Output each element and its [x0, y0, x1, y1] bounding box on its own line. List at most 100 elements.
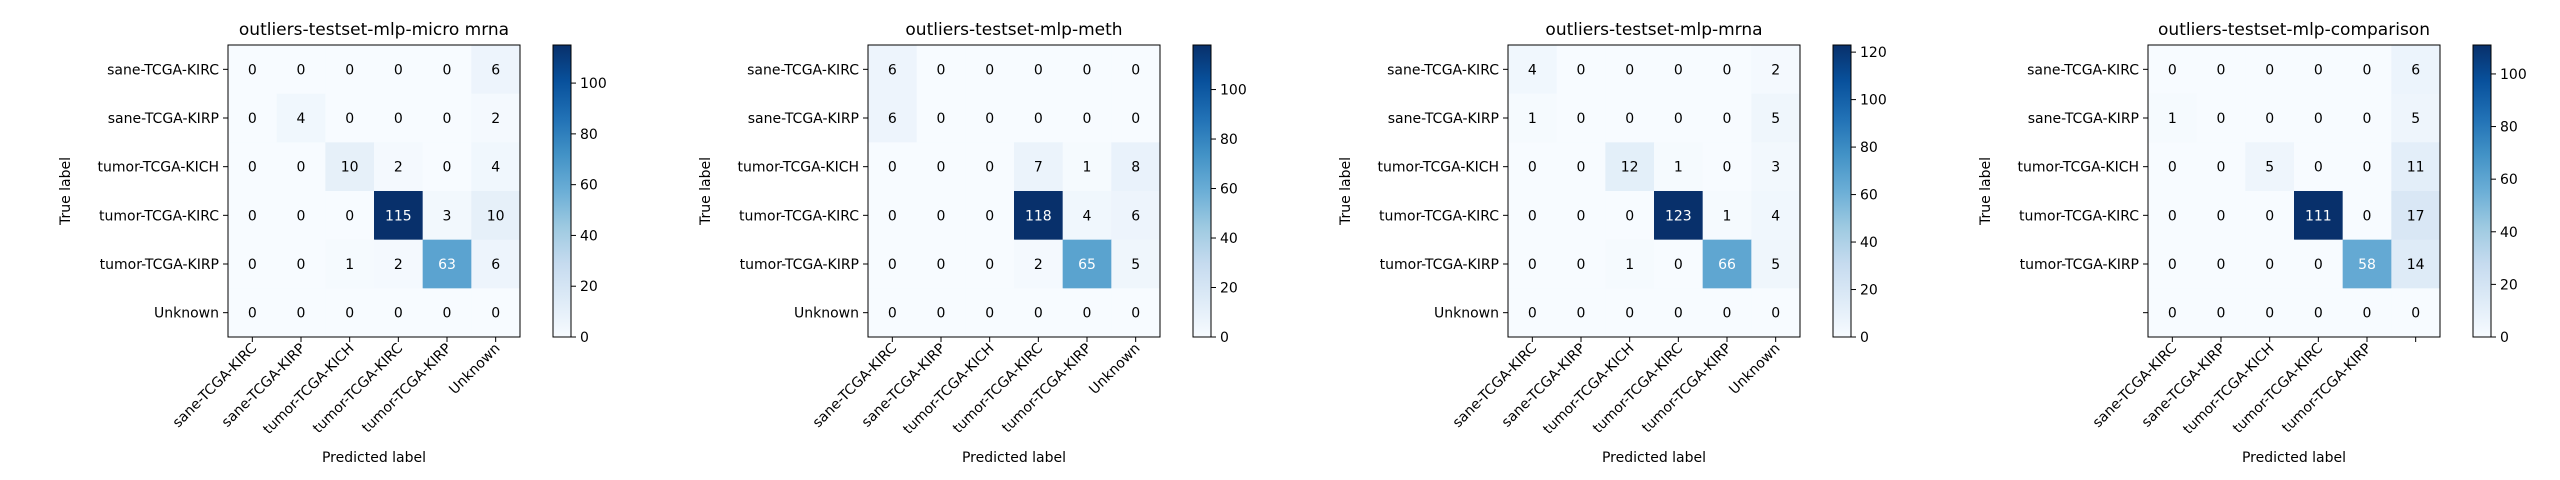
cell-value: 66: [1718, 257, 1736, 273]
cell-value: 1: [1674, 160, 1683, 176]
colorbar: [1192, 44, 1212, 338]
heatmap-cell: [471, 288, 521, 338]
cell-value: 0: [443, 306, 452, 322]
chart-title: outliers-testset-mlp-meth: [905, 20, 1122, 40]
cell-value: 6: [888, 111, 897, 127]
cell-value: 0: [1723, 111, 1732, 127]
heatmap-cell: [1654, 239, 1704, 289]
colorbar-tick-label: 80: [1220, 132, 1238, 148]
x-tick-label: sane-TCGA-KIRC: [1450, 340, 1541, 431]
heatmap-cell: [422, 93, 472, 143]
colorbar-tick-label: 60: [1220, 182, 1238, 198]
cell-value: 1: [345, 257, 354, 273]
cell-value: 14: [2407, 257, 2425, 273]
heatmap-cell: [1508, 142, 1558, 192]
y-axis-label: True label: [1338, 157, 1354, 226]
cell-value: 0: [2217, 62, 2226, 78]
heatmap-cell: [2391, 45, 2441, 95]
cell-value: 0: [985, 111, 994, 127]
cell-value: 0: [1131, 62, 1140, 78]
heatmap-cell: [2391, 142, 2441, 192]
heatmap-cell: [2391, 191, 2441, 241]
x-tick-label: Unknown: [446, 341, 503, 398]
heatmap-cell: [471, 142, 521, 192]
heatmap-cell: [325, 191, 375, 241]
cell-value: 0: [937, 160, 946, 176]
cell-value: 4: [491, 160, 500, 176]
cell-value: 3: [443, 208, 452, 224]
x-tick-label: tumor-TCGA-KIRC: [2230, 340, 2326, 436]
cell-value: 0: [2168, 208, 2177, 224]
cell-value: 6: [888, 62, 897, 78]
cell-value: 0: [1034, 111, 1043, 127]
cell-value: 0: [1528, 306, 1537, 322]
heatmap-cell: [916, 45, 966, 95]
y-tick-label: tumor-TCGA-KIRP: [1380, 257, 1499, 273]
heatmap-cell: [1014, 93, 1064, 143]
cell-value: 6: [491, 257, 500, 273]
y-tick-label: tumor-TCGA-KICH: [98, 160, 219, 176]
heatmap-cell: [1062, 45, 1112, 95]
heatmap-cell: [374, 239, 424, 289]
heatmap-cell: [471, 45, 521, 95]
cell-value: 0: [443, 111, 452, 127]
cell-value: 0: [2217, 111, 2226, 127]
cell-value: 0: [297, 160, 306, 176]
cell-value: 0: [248, 62, 257, 78]
x-tick-label: tumor-TCGA-KICH: [260, 341, 357, 438]
x-tick-label: sane-TCGA-KIRP: [1499, 341, 1589, 431]
y-axis-label: True label: [698, 157, 714, 226]
heatmap-cell: [868, 288, 918, 338]
cell-value: 0: [1625, 111, 1634, 127]
heatmap-cell: [2148, 142, 2198, 192]
y-tick-label: tumor-TCGA-KICH: [2018, 160, 2139, 176]
cell-value: 7: [1034, 160, 1043, 176]
heatmap-cell: [1702, 93, 1752, 143]
heatmap-cell: [2245, 191, 2295, 241]
cell-value: 0: [1131, 111, 1140, 127]
heatmap-cell: [1014, 239, 1064, 289]
heatmap-cell: [916, 93, 966, 143]
cell-value: 0: [2168, 306, 2177, 322]
cell-value: 1: [1625, 257, 1634, 273]
y-tick-label: Unknown: [794, 306, 859, 322]
heatmap-cell: [1605, 45, 1655, 95]
cell-value: 0: [2217, 257, 2226, 273]
heatmap-cell: [2148, 288, 2198, 338]
cell-value: 4: [297, 111, 306, 127]
colorbar-tick-label: 0: [1220, 330, 1229, 346]
cell-value: 0: [1771, 306, 1780, 322]
colorbar-tick-label: 60: [1860, 188, 1878, 204]
cell-value: 0: [1577, 257, 1586, 273]
y-tick-label: sane-TCGA-KIRP: [1388, 111, 1499, 127]
y-tick-label: Unknown: [154, 306, 219, 322]
y-tick-label: tumor-TCGA-KICH: [1378, 160, 1499, 176]
colorbar-tick-label: 60: [580, 178, 598, 194]
cell-value: 5: [2265, 160, 2274, 176]
heatmap-cell: [2245, 288, 2295, 338]
cell-value: 0: [1577, 62, 1586, 78]
heatmap-cell: [276, 288, 326, 338]
colorbar-tick-label: 120: [1860, 45, 1887, 61]
colorbar-tick-label: 80: [1860, 140, 1878, 156]
cell-value: 5: [1771, 257, 1780, 273]
y-tick-label: sane-TCGA-KIRC: [107, 62, 219, 78]
cell-value: 0: [1528, 160, 1537, 176]
colorbar-tick-label: 40: [1220, 231, 1238, 247]
cell-value: 2: [1034, 257, 1043, 273]
heatmap-cell: [2245, 45, 2295, 95]
colorbar-tick-label: 20: [2500, 277, 2518, 293]
colorbar-tick-label: 0: [2500, 330, 2509, 346]
x-tick-label: sane-TCGA-KIRC: [2090, 340, 2181, 431]
heatmap-cell: [1508, 288, 1558, 338]
cell-value: 0: [297, 306, 306, 322]
cell-value: 118: [1025, 208, 1052, 224]
heatmap-cell: [1751, 288, 1801, 338]
cell-value: 0: [985, 306, 994, 322]
heatmap-cell: [422, 191, 472, 241]
